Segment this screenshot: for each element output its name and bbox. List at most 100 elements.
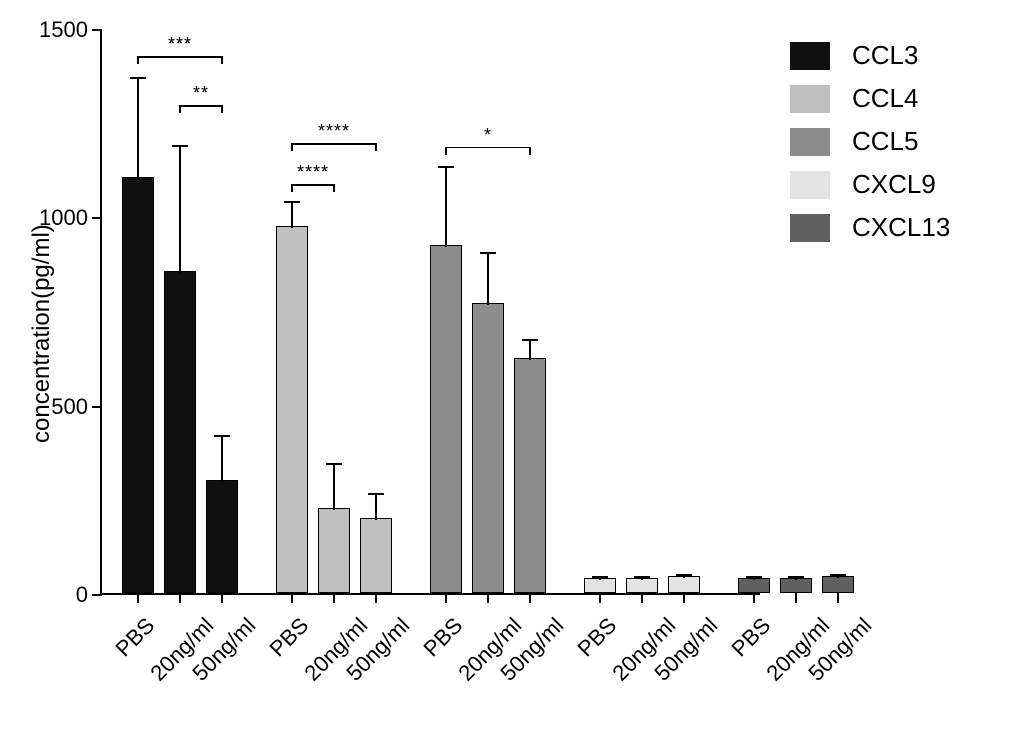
sig-label: ** xyxy=(193,83,209,104)
y-tick xyxy=(92,217,102,219)
sig-bracket-tick xyxy=(221,105,223,113)
legend-label: CCL3 xyxy=(852,40,918,71)
error-cap xyxy=(592,576,608,578)
bar xyxy=(276,226,308,593)
bar xyxy=(514,358,546,593)
error-bar xyxy=(291,201,293,227)
error-cap xyxy=(634,576,650,578)
legend-label: CXCL9 xyxy=(852,169,936,200)
y-tick-label: 0 xyxy=(76,582,88,608)
x-tick xyxy=(753,593,755,603)
sig-bracket xyxy=(138,56,222,58)
error-cap xyxy=(676,574,692,576)
error-bar xyxy=(529,339,531,360)
error-bar xyxy=(221,435,223,482)
sig-label: **** xyxy=(318,121,350,142)
bar xyxy=(780,578,812,593)
sig-bracket xyxy=(292,143,376,145)
legend-label: CCL5 xyxy=(852,126,918,157)
bar xyxy=(318,508,350,593)
legend-item: CCL4 xyxy=(790,83,950,114)
error-cap xyxy=(788,576,804,578)
error-cap xyxy=(830,574,846,576)
x-tick xyxy=(137,593,139,603)
sig-bracket xyxy=(292,184,334,186)
sig-bracket xyxy=(180,105,222,107)
error-cap xyxy=(284,201,300,203)
y-axis-label: concentration(pg/ml) xyxy=(28,224,56,443)
y-tick xyxy=(92,594,102,596)
x-tick xyxy=(291,593,293,603)
legend-item: CXCL13 xyxy=(790,212,950,243)
bar xyxy=(430,245,462,593)
sig-bracket-tick xyxy=(137,56,139,64)
sig-bracket-tick xyxy=(529,147,531,155)
x-tick xyxy=(529,593,531,603)
error-cap xyxy=(522,339,538,341)
error-cap xyxy=(214,435,230,437)
error-bar xyxy=(445,166,447,247)
x-tick xyxy=(179,593,181,603)
x-tick xyxy=(641,593,643,603)
bar xyxy=(822,576,854,593)
x-tick xyxy=(837,593,839,603)
y-tick-label: 500 xyxy=(51,394,88,420)
legend-item: CXCL9 xyxy=(790,169,950,200)
sig-bracket-tick xyxy=(291,143,293,151)
sig-bracket-tick xyxy=(221,56,223,64)
error-cap xyxy=(480,252,496,254)
sig-bracket xyxy=(446,147,530,149)
error-cap xyxy=(130,77,146,79)
error-bar xyxy=(375,493,377,519)
figure: { "chart": { "type": "bar", "width_px": … xyxy=(0,0,1020,730)
error-cap xyxy=(172,145,188,147)
bar xyxy=(668,576,700,593)
x-tick xyxy=(487,593,489,603)
legend-label: CCL4 xyxy=(852,83,918,114)
bar xyxy=(206,480,238,593)
error-cap xyxy=(368,493,384,495)
x-tick xyxy=(221,593,223,603)
error-bar xyxy=(333,463,335,510)
sig-bracket-tick xyxy=(291,184,293,192)
legend-swatch xyxy=(790,85,830,113)
error-cap xyxy=(326,463,342,465)
x-tick xyxy=(445,593,447,603)
error-bar xyxy=(137,77,139,179)
error-cap xyxy=(746,576,762,578)
sig-label: **** xyxy=(297,162,329,183)
x-tick xyxy=(333,593,335,603)
error-cap xyxy=(438,166,454,168)
sig-bracket-tick xyxy=(375,143,377,151)
sig-bracket-tick xyxy=(333,184,335,192)
sig-bracket-tick xyxy=(445,147,447,155)
bar xyxy=(164,271,196,593)
legend-swatch xyxy=(790,128,830,156)
sig-label: *** xyxy=(168,34,192,55)
x-tick xyxy=(795,593,797,603)
bar xyxy=(360,518,392,593)
bar xyxy=(584,578,616,593)
error-bar xyxy=(487,252,489,305)
y-tick-label: 1500 xyxy=(39,17,88,43)
bar xyxy=(738,578,770,593)
error-bar xyxy=(179,145,181,273)
legend-swatch xyxy=(790,42,830,70)
x-tick xyxy=(683,593,685,603)
bar xyxy=(122,177,154,593)
legend-swatch xyxy=(790,171,830,199)
bar xyxy=(626,578,658,593)
x-tick xyxy=(599,593,601,603)
legend-swatch xyxy=(790,214,830,242)
sig-bracket-tick xyxy=(179,105,181,113)
plot-area: 050010001500PBS20ng/ml50ng/mlPBS20ng/ml5… xyxy=(100,30,760,595)
sig-label: * xyxy=(484,125,492,146)
y-tick xyxy=(92,29,102,31)
legend-item: CCL3 xyxy=(790,40,950,71)
x-tick xyxy=(375,593,377,603)
legend-label: CXCL13 xyxy=(852,212,950,243)
y-tick xyxy=(92,406,102,408)
bar xyxy=(472,303,504,593)
legend-item: CCL5 xyxy=(790,126,950,157)
legend: CCL3 CCL4 CCL5 CXCL9 CXCL13 xyxy=(790,40,950,255)
